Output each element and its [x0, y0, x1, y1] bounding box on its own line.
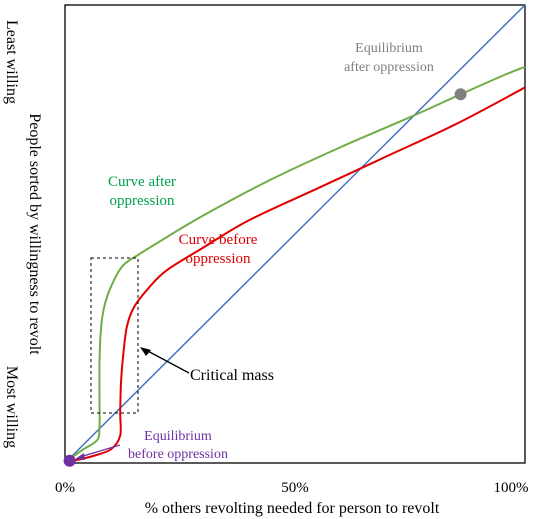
curve-before-label-line2: oppression: [186, 251, 251, 267]
equilibrium-before-point: [63, 454, 76, 467]
eq-after-label-line1: Equilibrium: [355, 41, 423, 56]
x-axis-label: % others revolting needed for person to …: [145, 500, 440, 517]
series-line-curve-before: [73, 86, 526, 462]
points-layer: [63, 88, 467, 467]
x-tick-label-100: 100%: [494, 480, 529, 496]
eq-before-label-line1: Equilibrium: [144, 429, 212, 444]
y-axis-bottom-label: Most willing: [3, 366, 20, 448]
curve-after-label-line2: oppression: [110, 193, 175, 209]
series-layer: [64, 4, 526, 464]
x-tick-label-0: 0%: [55, 480, 75, 496]
y-axis-top-label: Least willing: [3, 20, 20, 104]
critical-mass-arrow: [143, 348, 190, 374]
eq-before-arrow: [79, 444, 121, 458]
series-line-curve-after: [66, 65, 526, 462]
equilibrium-after-point: [454, 88, 467, 101]
curve-after-label-line1: Curve after: [108, 174, 176, 190]
series-line-45-degree: [64, 4, 526, 464]
critical-mass-label: Critical mass: [190, 367, 274, 384]
x-tick-label-50: 50%: [281, 480, 309, 496]
critical-mass-box: [90, 257, 139, 414]
eq-before-label-line2: before oppression: [128, 447, 228, 462]
critical-mass-arrowhead: [140, 347, 151, 356]
eq-before-arrowhead: [75, 453, 85, 460]
eq-after-label-line2: after oppression: [344, 60, 434, 75]
y-axis-label: People sorted by willingness to revolt: [26, 113, 43, 355]
curve-before-label-line1: Curve before: [179, 232, 258, 248]
